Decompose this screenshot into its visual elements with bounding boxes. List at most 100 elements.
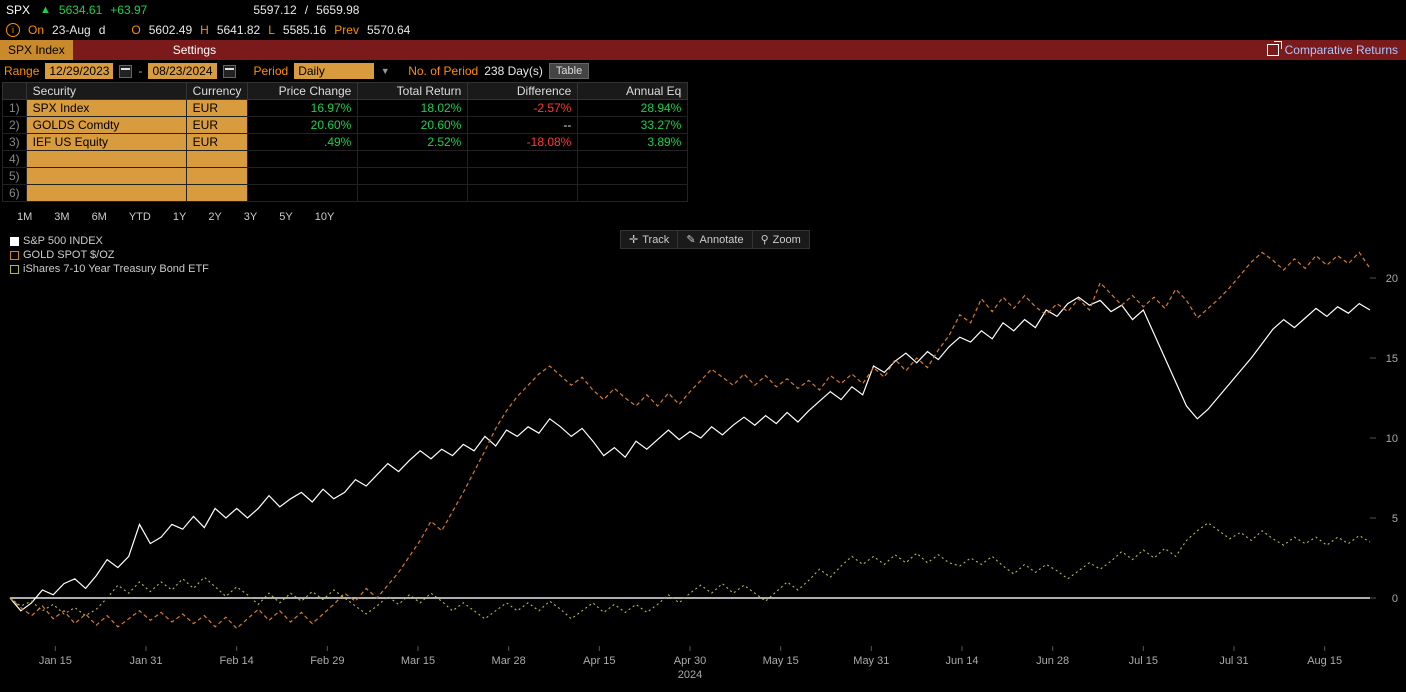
date-from-field[interactable]: 12/29/2023 bbox=[45, 63, 113, 79]
info-icon[interactable]: i bbox=[6, 23, 20, 37]
svg-text:Mar 15: Mar 15 bbox=[401, 655, 435, 667]
annual-eq-cell: 3.89% bbox=[578, 134, 688, 151]
price-change-cell: 20.60% bbox=[248, 117, 358, 134]
svg-text:Jan 31: Jan 31 bbox=[129, 655, 162, 667]
table-row[interactable]: 3)IEF US EquityEUR.49%2.52%-18.08%3.89% bbox=[3, 134, 688, 151]
comparative-label: Comparative Returns bbox=[1285, 43, 1398, 57]
col-annual-eq[interactable]: Annual Eq bbox=[578, 83, 688, 100]
on-label: On bbox=[28, 23, 44, 37]
ticker-last: 5634.61 bbox=[59, 3, 102, 17]
security-cell[interactable]: IEF US Equity bbox=[26, 134, 186, 151]
col-difference[interactable]: Difference bbox=[468, 83, 578, 100]
timeframe-6m[interactable]: 6M bbox=[81, 208, 118, 226]
timeframe-2y[interactable]: 2Y bbox=[197, 208, 232, 226]
table-row-empty[interactable]: 5) bbox=[3, 168, 688, 185]
period-dropdown[interactable]: Daily bbox=[294, 63, 374, 79]
open-label: O bbox=[131, 23, 140, 37]
currency-cell[interactable]: EUR bbox=[186, 100, 248, 117]
annual-eq-cell: 33.27% bbox=[578, 117, 688, 134]
svg-text:Jun 28: Jun 28 bbox=[1036, 655, 1069, 667]
high-label: H bbox=[200, 23, 209, 37]
low-value: 5585.16 bbox=[283, 23, 326, 37]
prev-label: Prev bbox=[334, 23, 359, 37]
security-cell[interactable]: GOLDS Comdty bbox=[26, 117, 186, 134]
security-cell-empty[interactable] bbox=[26, 168, 186, 185]
timeframe-ytd[interactable]: YTD bbox=[118, 208, 162, 226]
index-tab[interactable]: SPX Index bbox=[0, 40, 73, 60]
currency-cell-empty[interactable] bbox=[186, 168, 248, 185]
svg-text:Jul 31: Jul 31 bbox=[1219, 655, 1248, 667]
open-value: 5602.49 bbox=[149, 23, 192, 37]
col-total-return[interactable]: Total Return bbox=[358, 83, 468, 100]
security-cell[interactable]: SPX Index bbox=[26, 100, 186, 117]
currency-cell[interactable]: EUR bbox=[186, 117, 248, 134]
calendar-icon[interactable] bbox=[223, 65, 236, 78]
svg-text:0: 0 bbox=[1392, 593, 1398, 605]
table-button[interactable]: Table bbox=[549, 63, 589, 79]
col-security[interactable]: Security bbox=[26, 83, 186, 100]
svg-text:Apr 30: Apr 30 bbox=[674, 655, 706, 667]
ohlc-bar: i On 23-Aug d O 5602.49 H 5641.82 L 5585… bbox=[0, 20, 1406, 40]
svg-text:Jun 14: Jun 14 bbox=[945, 655, 978, 667]
table-row[interactable]: 1)SPX IndexEUR16.97%18.02%-2.57%28.94% bbox=[3, 100, 688, 117]
svg-text:20: 20 bbox=[1386, 273, 1398, 285]
svg-text:15: 15 bbox=[1386, 353, 1398, 365]
comparative-returns-link[interactable]: Comparative Returns bbox=[1267, 43, 1398, 57]
timeframe-3y[interactable]: 3Y bbox=[233, 208, 268, 226]
title-bar: SPX Index Settings Comparative Returns bbox=[0, 40, 1406, 60]
no-of-period-value: 238 Day(s) bbox=[484, 64, 543, 78]
col-currency[interactable]: Currency bbox=[186, 83, 248, 100]
timeframe-5y[interactable]: 5Y bbox=[268, 208, 303, 226]
svg-text:Feb 29: Feb 29 bbox=[310, 655, 344, 667]
total-return-cell: 2.52% bbox=[358, 134, 468, 151]
currency-cell-empty[interactable] bbox=[186, 185, 248, 202]
chart-area: S&P 500 INDEX GOLD SPOT $/OZ iShares 7-1… bbox=[0, 226, 1406, 688]
difference-cell: -2.57% bbox=[468, 100, 578, 117]
no-of-period-label: No. of Period bbox=[408, 64, 478, 78]
security-cell-empty[interactable] bbox=[26, 185, 186, 202]
arrow-up-icon: ▲ bbox=[40, 4, 51, 16]
range-high: 5659.98 bbox=[316, 3, 359, 17]
table-row-empty[interactable]: 4) bbox=[3, 151, 688, 168]
ohlc-date: 23-Aug bbox=[52, 23, 91, 37]
popout-icon bbox=[1267, 44, 1279, 56]
range-low: 5597.12 bbox=[253, 3, 296, 17]
date-to-field[interactable]: 08/23/2024 bbox=[148, 63, 216, 79]
security-cell-empty[interactable] bbox=[26, 151, 186, 168]
chevron-down-icon[interactable]: ▼ bbox=[380, 66, 390, 76]
high-value: 5641.82 bbox=[217, 23, 260, 37]
currency-cell-empty[interactable] bbox=[186, 151, 248, 168]
timeframe-10y[interactable]: 10Y bbox=[304, 208, 346, 226]
comparison-chart[interactable]: 0 5 10 15 20 Jan 15 Jan 31 Feb 14 Feb 29 Mar 15 Ma… bbox=[0, 226, 1406, 688]
svg-text:Apr 15: Apr 15 bbox=[583, 655, 615, 667]
timeframe-1m[interactable]: 1M bbox=[6, 208, 43, 226]
timeframe-3m[interactable]: 3M bbox=[43, 208, 80, 226]
calendar-icon[interactable] bbox=[119, 65, 132, 78]
svg-text:5: 5 bbox=[1392, 513, 1398, 525]
difference-cell: -18.08% bbox=[468, 134, 578, 151]
currency-cell[interactable]: EUR bbox=[186, 134, 248, 151]
price-change-cell: 16.97% bbox=[248, 100, 358, 117]
svg-text:May 15: May 15 bbox=[763, 655, 799, 667]
svg-text:10: 10 bbox=[1386, 433, 1398, 445]
period-label: Period bbox=[254, 64, 289, 78]
timeframe-1y[interactable]: 1Y bbox=[162, 208, 197, 226]
ticker-change: +63.97 bbox=[110, 3, 147, 17]
prev-value: 5570.64 bbox=[367, 23, 410, 37]
svg-text:Feb 14: Feb 14 bbox=[220, 655, 254, 667]
col-price-change[interactable]: Price Change bbox=[248, 83, 358, 100]
svg-text:Mar 28: Mar 28 bbox=[492, 655, 526, 667]
svg-text:Jan 15: Jan 15 bbox=[39, 655, 72, 667]
ticker-symbol: SPX bbox=[6, 3, 30, 17]
svg-text:2024: 2024 bbox=[678, 669, 702, 681]
params-row: Range 12/29/2023 - 08/23/2024 Period Dai… bbox=[0, 60, 1406, 82]
annual-eq-cell: 28.94% bbox=[578, 100, 688, 117]
table-row[interactable]: 2)GOLDS ComdtyEUR20.60%20.60%--33.27% bbox=[3, 117, 688, 134]
timeframe-selector: 1M3M6MYTD1Y2Y3Y5Y10Y bbox=[0, 208, 1406, 226]
table-row-empty[interactable]: 6) bbox=[3, 185, 688, 202]
ohlc-d: d bbox=[99, 23, 106, 37]
svg-text:Jul 15: Jul 15 bbox=[1129, 655, 1158, 667]
total-return-cell: 20.60% bbox=[358, 117, 468, 134]
low-label: L bbox=[268, 23, 275, 37]
settings-tab[interactable]: Settings bbox=[173, 43, 216, 57]
